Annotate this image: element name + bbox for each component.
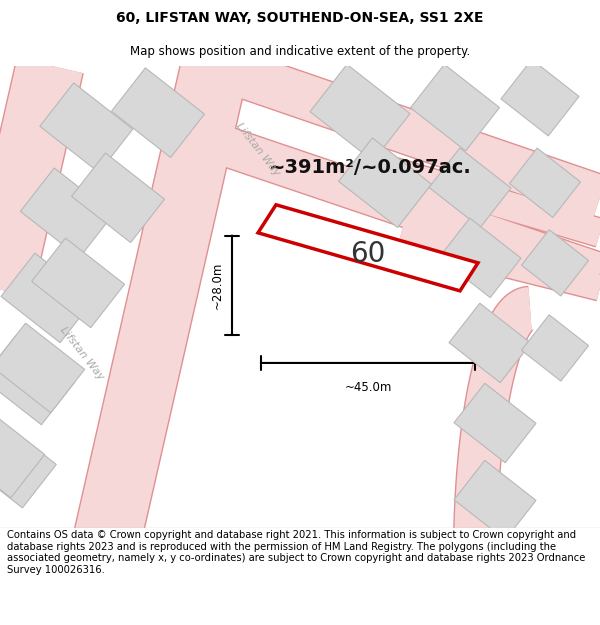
Polygon shape (449, 303, 531, 382)
Text: ~391m²/~0.097ac.: ~391m²/~0.097ac. (269, 158, 472, 177)
Text: 60: 60 (350, 240, 386, 268)
Polygon shape (509, 148, 581, 218)
Polygon shape (338, 138, 431, 228)
Text: Map shows position and indicative extent of the property.: Map shows position and indicative extent… (130, 45, 470, 58)
Text: ~45.0m: ~45.0m (344, 381, 392, 394)
Polygon shape (71, 153, 164, 242)
Polygon shape (454, 461, 536, 540)
Polygon shape (439, 218, 521, 298)
Text: Lifstan Way: Lifstan Way (58, 324, 106, 381)
Polygon shape (258, 205, 478, 291)
Polygon shape (40, 83, 133, 172)
Polygon shape (112, 68, 205, 158)
Polygon shape (0, 323, 85, 412)
Text: 60, LIFSTAN WAY, SOUTHEND-ON-SEA, SS1 2XE: 60, LIFSTAN WAY, SOUTHEND-ON-SEA, SS1 2X… (116, 11, 484, 26)
Text: Lifstan Way: Lifstan Way (234, 121, 282, 178)
Polygon shape (20, 168, 113, 258)
Polygon shape (521, 229, 589, 296)
Polygon shape (429, 148, 511, 228)
Polygon shape (310, 64, 410, 161)
Polygon shape (501, 59, 579, 136)
Text: Contains OS data © Crown copyright and database right 2021. This information is : Contains OS data © Crown copyright and d… (7, 530, 586, 575)
Polygon shape (0, 408, 44, 498)
Polygon shape (521, 315, 589, 381)
Polygon shape (1, 253, 94, 343)
Polygon shape (0, 335, 75, 425)
Polygon shape (0, 418, 56, 508)
Polygon shape (410, 64, 500, 151)
Polygon shape (454, 383, 536, 462)
Polygon shape (32, 238, 125, 328)
Text: ~28.0m: ~28.0m (211, 262, 224, 309)
